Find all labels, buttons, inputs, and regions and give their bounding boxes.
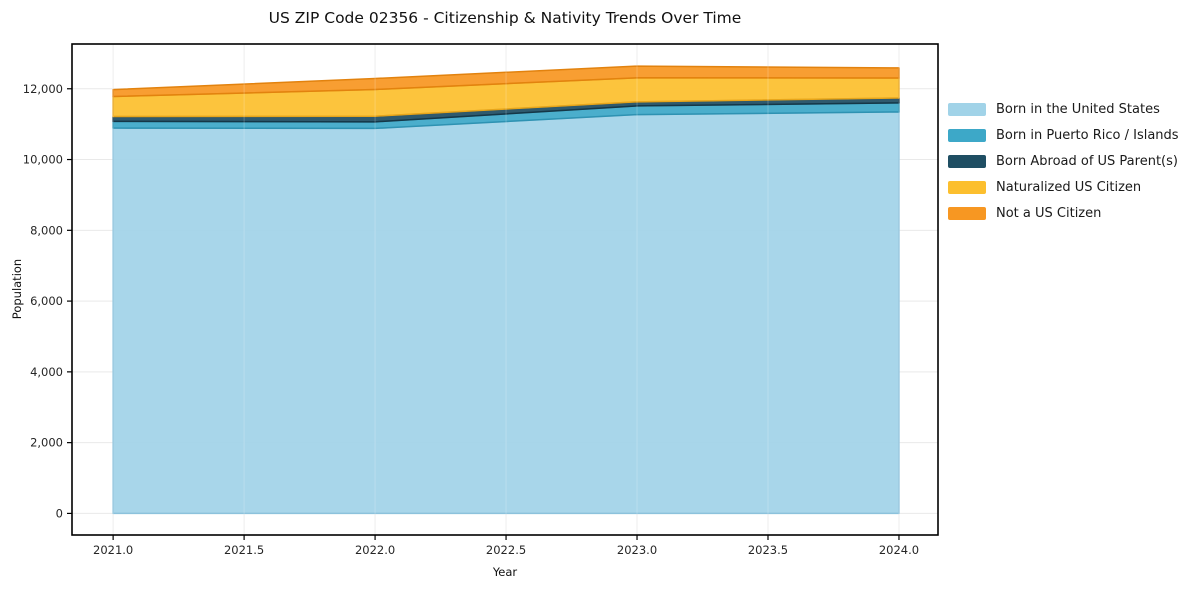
x-axis-label: Year — [492, 565, 518, 579]
x-tick-label: 2023.5 — [748, 543, 788, 557]
legend-label: Naturalized US Citizen — [996, 180, 1142, 195]
legend-swatch — [948, 207, 986, 220]
y-tick-label: 12,000 — [23, 82, 63, 96]
legend-label: Born Abroad of US Parent(s) — [996, 154, 1178, 169]
y-tick-label: 4,000 — [30, 365, 63, 379]
legend-swatch — [948, 181, 986, 194]
legend-item: Not a US Citizen — [948, 205, 1179, 222]
y-tick-label: 0 — [56, 506, 63, 520]
x-tick-label: 2022.5 — [486, 543, 526, 557]
legend-label: Not a US Citizen — [996, 206, 1102, 221]
y-tick-label: 2,000 — [30, 436, 63, 450]
legend-swatch — [948, 103, 986, 116]
x-tick-label: 2021.0 — [93, 543, 133, 557]
legend-item: Born in Puerto Rico / Islands — [948, 127, 1179, 144]
legend-item: Born in the United States — [948, 101, 1179, 118]
legend-label: Born in the United States — [996, 102, 1160, 117]
x-tick-label: 2021.5 — [224, 543, 264, 557]
legend-label: Born in Puerto Rico / Islands — [996, 128, 1179, 143]
legend-item: Born Abroad of US Parent(s) — [948, 153, 1179, 170]
area-band-4 — [112, 65, 900, 98]
legend: Born in the United States Born in Puerto … — [948, 101, 1179, 222]
y-axis-label: Population — [10, 258, 24, 320]
chart-title: US ZIP Code 02356 - Citizenship & Nativi… — [268, 9, 742, 27]
legend-swatch — [948, 155, 986, 168]
legend-item: Naturalized US Citizen — [948, 179, 1179, 196]
x-tick-label: 2023.0 — [617, 543, 657, 557]
axes-frame — [71, 43, 939, 536]
y-tick-label: 10,000 — [23, 153, 63, 167]
y-tick-label: 6,000 — [30, 294, 63, 308]
y-tick-label: 8,000 — [30, 223, 63, 237]
x-tick-label: 2022.0 — [355, 543, 395, 557]
legend-swatch — [948, 129, 986, 142]
x-tick-label: 2024.0 — [879, 543, 919, 557]
